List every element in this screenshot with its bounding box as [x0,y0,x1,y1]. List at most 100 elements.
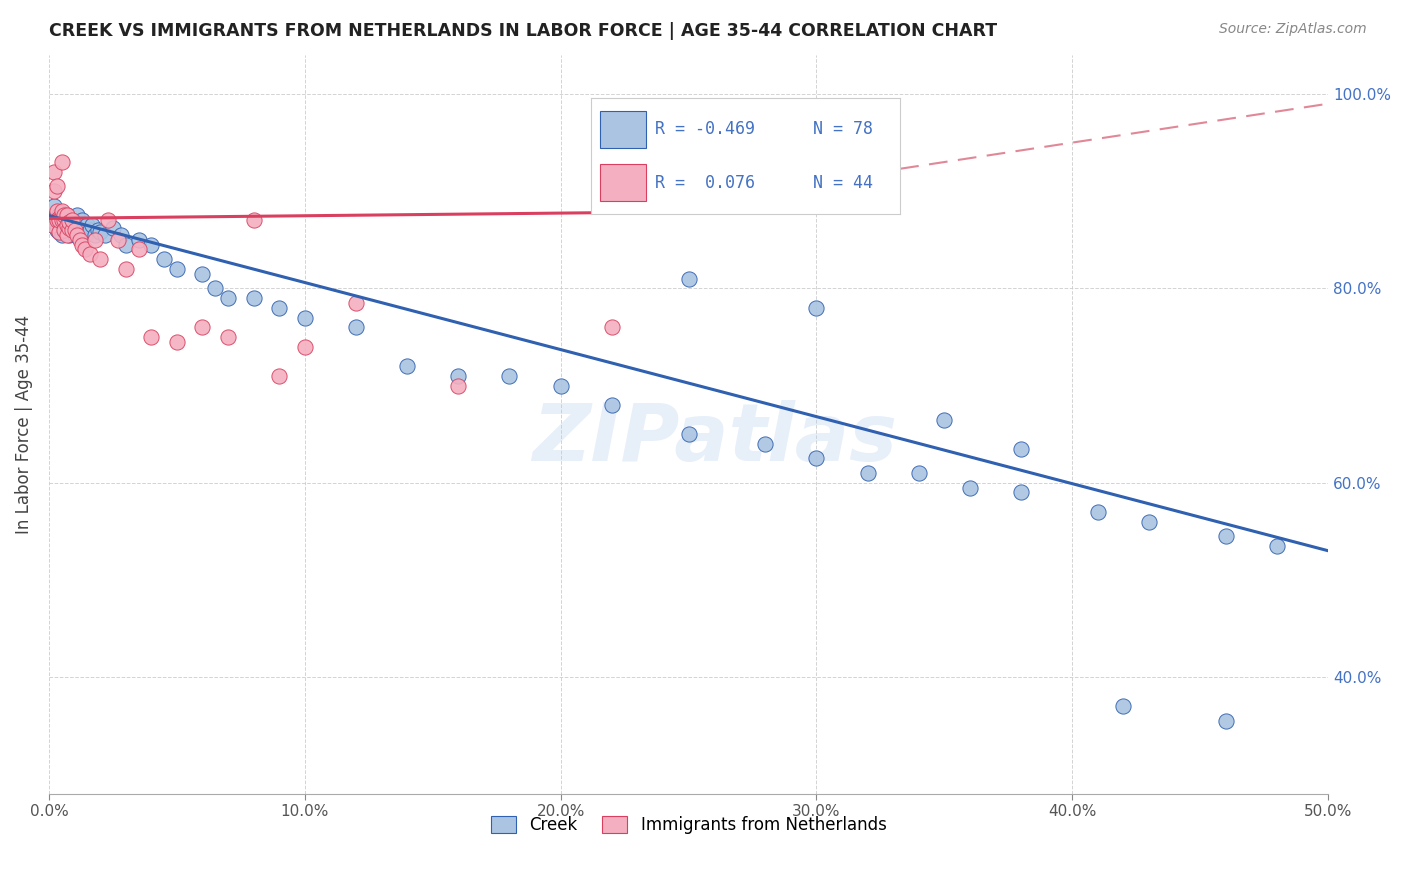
Point [58,213,80,227]
Point [498,368,520,383]
Point [58,221,80,235]
Point [153,252,176,267]
Point [60,213,83,227]
Point [76,218,98,232]
Point [58,227,80,242]
Point [60,223,83,237]
Point [191,267,214,281]
Text: N = 44: N = 44 [813,174,873,192]
Point [191,320,214,334]
Point [934,412,956,426]
Point [53,223,76,237]
Point [60,215,83,229]
Text: N = 78: N = 78 [813,120,873,138]
Point [856,466,879,480]
Point [82,218,104,232]
Point [42,184,65,198]
Point [41,213,63,227]
Point [51,155,73,169]
Point [53,223,76,237]
Point [69,218,91,232]
Point [600,320,623,334]
Point [42,215,65,229]
Point [344,320,367,334]
Point [73,243,96,257]
Point [69,233,91,247]
Point [56,209,79,223]
Point [114,261,136,276]
Point [69,227,91,242]
Point [73,227,96,242]
Point [48,213,70,227]
Point [63,223,86,237]
Point [1137,515,1160,529]
Point [70,223,93,237]
Point [1112,699,1135,714]
Point [51,215,73,229]
Point [48,225,70,239]
Point [141,237,163,252]
Text: R = -0.469: R = -0.469 [655,120,755,138]
Point [217,291,239,305]
Point [1215,714,1237,728]
Point [447,368,470,383]
Point [141,330,163,344]
Point [42,199,65,213]
Point [51,203,73,218]
Point [344,296,367,310]
Point [166,261,188,276]
Point [907,466,929,480]
Point [396,359,419,373]
Point [678,271,700,285]
Text: ZIPatlas: ZIPatlas [531,401,897,478]
Point [53,213,76,227]
Point [45,223,67,237]
Point [166,334,188,349]
Point [56,215,79,229]
Point [89,252,111,267]
Point [66,227,89,242]
Point [86,223,108,237]
Point [70,213,93,227]
Point [41,218,63,232]
Point [51,227,73,242]
Point [45,213,67,227]
Point [48,215,70,229]
Point [58,215,80,229]
Point [269,368,291,383]
Text: R =  0.076: R = 0.076 [655,174,755,192]
Point [1010,485,1032,500]
Point [53,209,76,223]
FancyBboxPatch shape [600,164,647,202]
Point [63,215,86,229]
FancyBboxPatch shape [600,111,647,148]
Point [84,227,107,242]
Point [294,340,316,354]
Y-axis label: In Labor Force | Age 35-44: In Labor Force | Age 35-44 [15,315,32,534]
Point [51,221,73,235]
Point [63,223,86,237]
Point [806,301,828,315]
Point [128,243,150,257]
Point [600,398,623,412]
Point [447,378,470,392]
Point [294,310,316,325]
Point [806,451,828,466]
Point [70,237,93,252]
Point [45,213,67,227]
Point [269,301,291,315]
Point [48,225,70,239]
Point [110,227,132,242]
Point [56,227,79,242]
Point [42,165,65,179]
Point [1010,442,1032,456]
Point [678,427,700,442]
Point [63,227,86,242]
Point [48,209,70,223]
Point [60,223,83,237]
Point [66,209,89,223]
Point [66,221,89,235]
Point [1215,529,1237,543]
Point [53,211,76,226]
Point [51,213,73,227]
